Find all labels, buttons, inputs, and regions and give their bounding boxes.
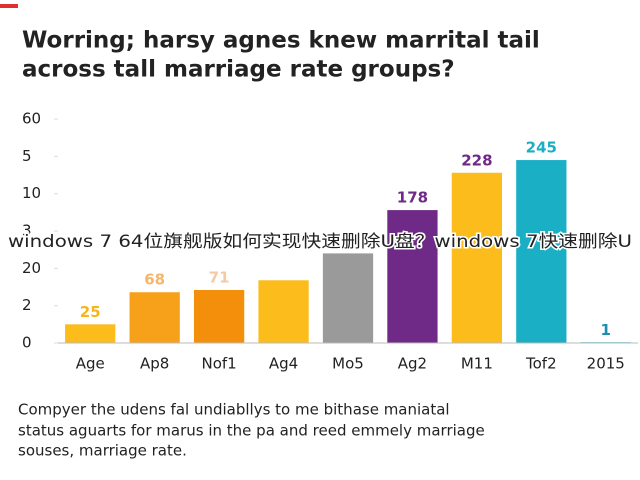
bar [322, 253, 374, 343]
y-tick-label: 0 [22, 334, 32, 352]
y-tick-label: 60 [22, 110, 41, 128]
data-label: 71 [209, 268, 230, 286]
x-tick-label: Age [76, 355, 105, 373]
bar [193, 289, 245, 343]
bar [451, 172, 503, 343]
y-tick-label: 3 [22, 222, 32, 240]
chart-title: Worring; harsy agnes knew marrital tail [22, 28, 540, 54]
data-label: 1 [601, 321, 611, 339]
caption: Compyer the udens fal undiabllys to me b… [18, 401, 450, 419]
x-tick-label: M11 [461, 355, 493, 373]
caption: souses, marriage rate. [18, 442, 187, 460]
x-tick-label: Ag2 [398, 355, 427, 373]
x-tick-label: Ag4 [269, 355, 298, 373]
accent [0, 4, 18, 8]
y-tick-label: 10 [22, 184, 41, 202]
y-tick-label: 2 [22, 296, 32, 314]
x-tick-label: Nof1 [201, 355, 236, 373]
y-tick-label: 5 [22, 147, 32, 165]
data-label: 245 [526, 139, 557, 157]
bar [516, 160, 567, 343]
x-tick-label: Mo5 [332, 355, 364, 373]
data-label: 68 [144, 271, 165, 289]
data-label: 228 [461, 151, 492, 169]
bar [129, 292, 180, 343]
bar [387, 210, 438, 343]
caption: status aguarts for marus in the pa and r… [18, 422, 485, 440]
bar [65, 324, 116, 343]
annotation: windows 7 64位旗舰版如何实现快速删除U盘？windows 7快速删除… [8, 232, 632, 252]
x-tick-label: Ap8 [140, 355, 169, 373]
x-tick-label: 2015 [587, 355, 625, 373]
x-tick-label: Tof2 [525, 355, 557, 373]
chart-title: across tall marriage rate groups? [22, 57, 455, 83]
data-label: 178 [397, 189, 428, 207]
bar [258, 280, 309, 343]
y-tick-label: 20 [22, 259, 41, 277]
data-label: 25 [80, 303, 101, 321]
